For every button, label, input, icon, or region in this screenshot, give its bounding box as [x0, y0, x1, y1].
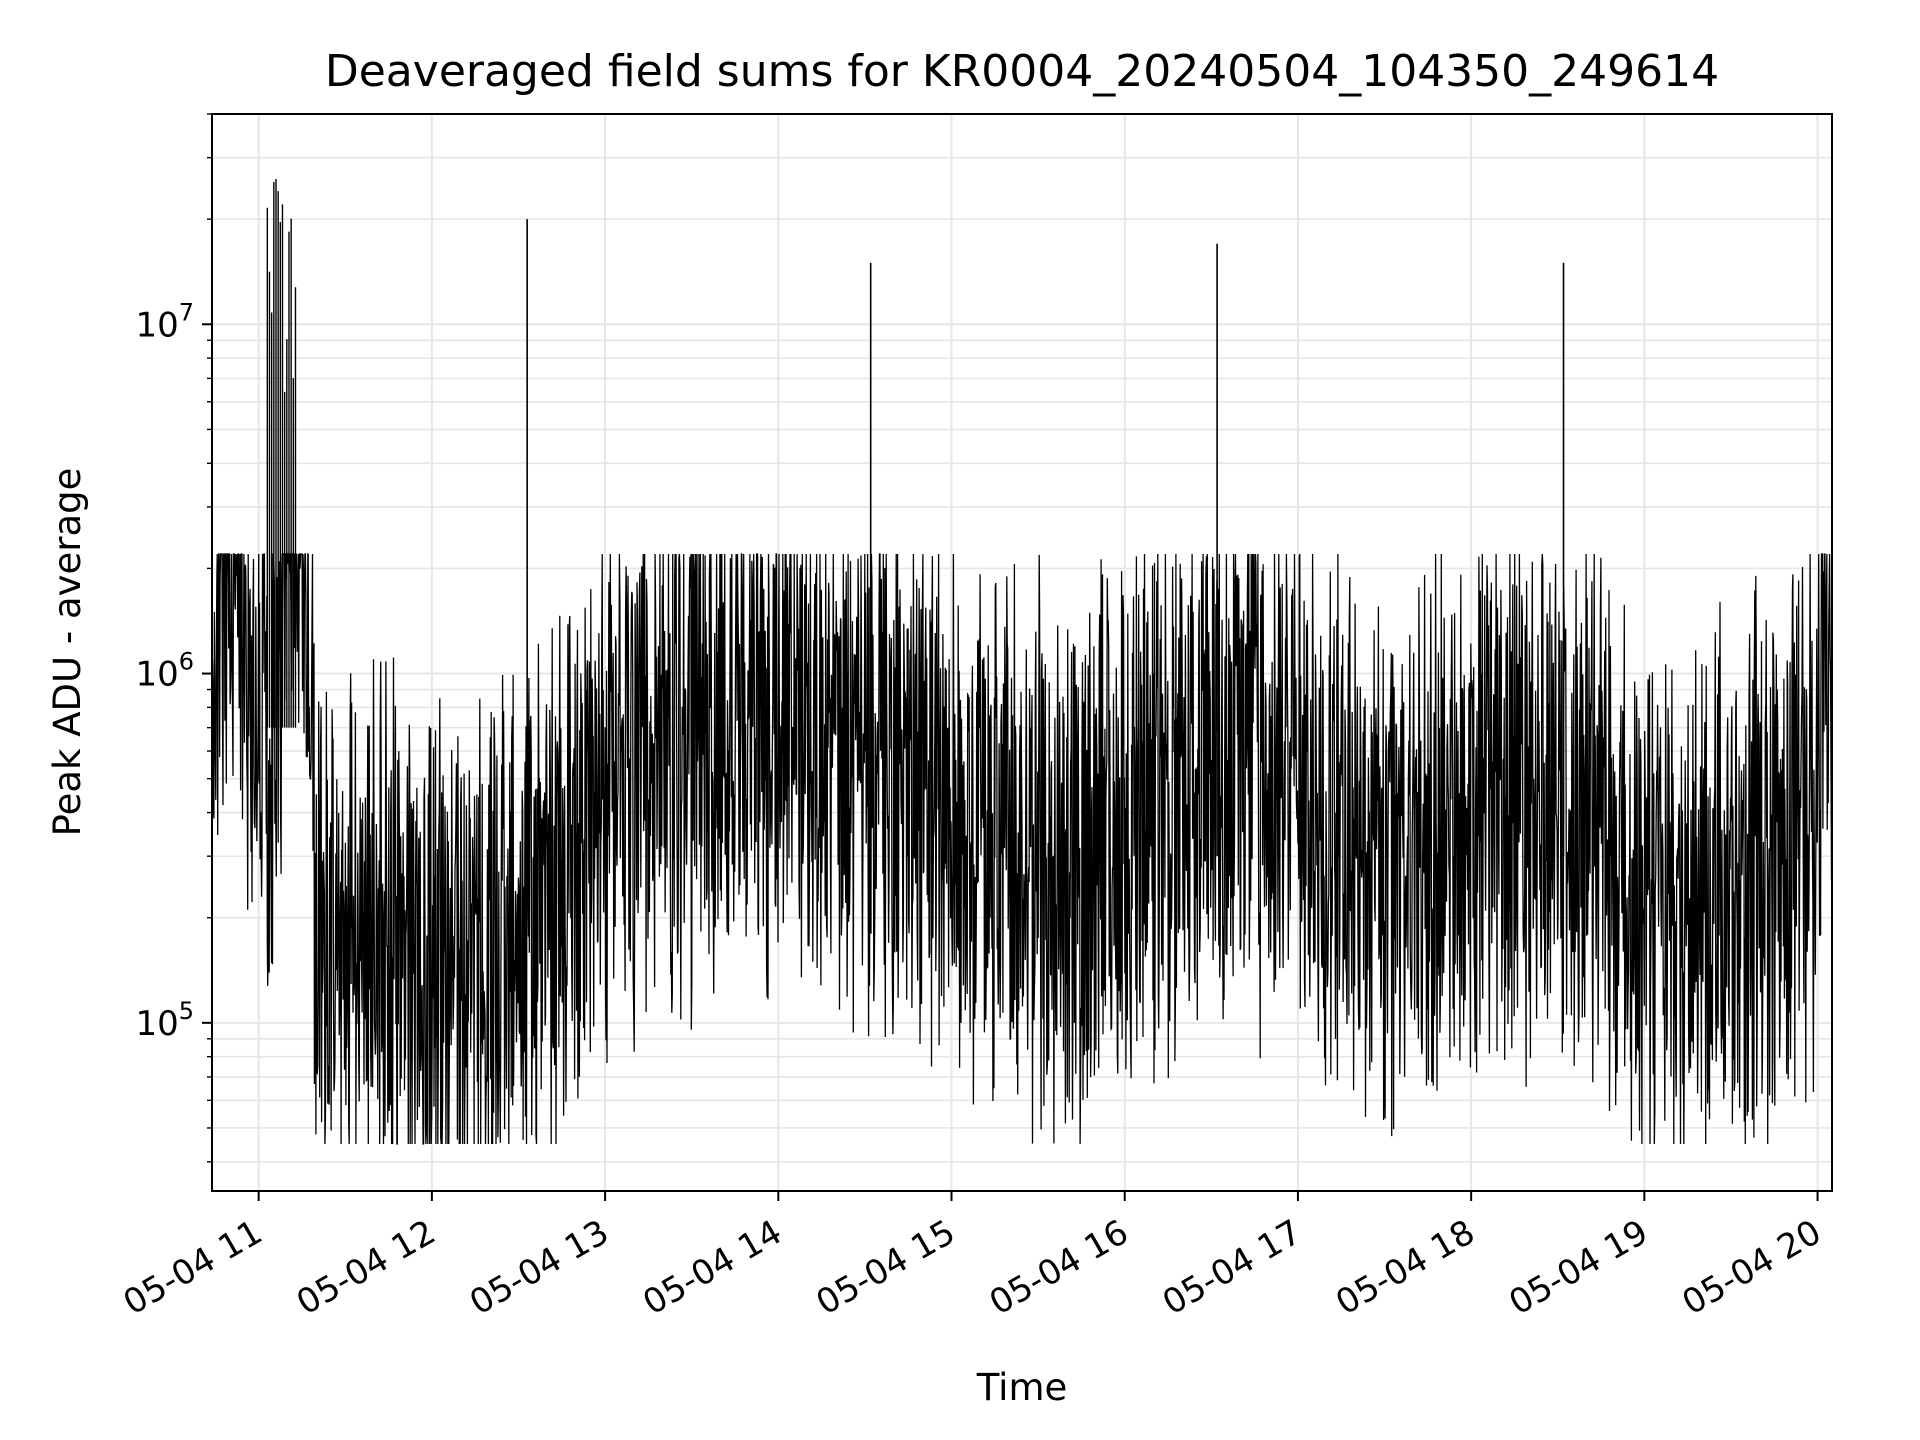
x-axis-label: Time — [976, 1366, 1068, 1409]
chart-title: Deaveraged field sums for KR0004_2024050… — [325, 46, 1719, 97]
plot-frame — [211, 113, 1833, 1192]
y-tick-label: 106 — [135, 648, 194, 695]
y-axis-label: Peak ADU - average — [46, 468, 89, 837]
y-tick-label: 105 — [135, 997, 194, 1044]
y-tick-label: 107 — [135, 298, 194, 345]
series-layer — [211, 179, 1833, 1145]
series-line — [211, 553, 1833, 1145]
y-axis: 105 106 107 — [135, 113, 212, 1163]
